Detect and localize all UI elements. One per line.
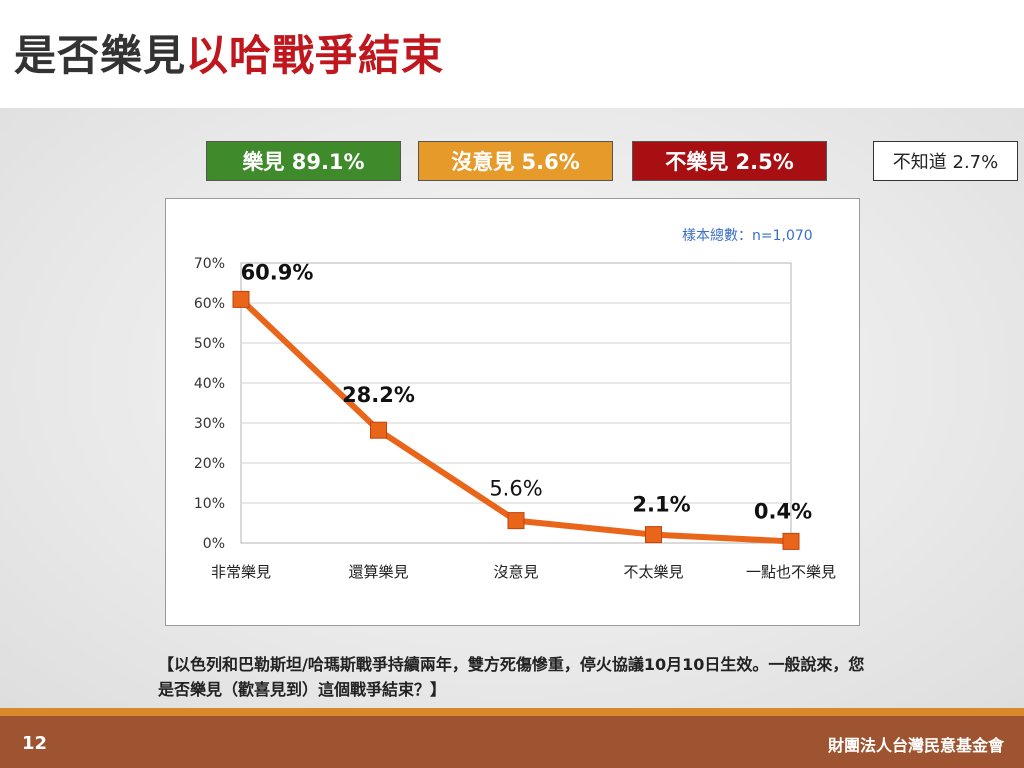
plot-area [240,262,792,544]
summary-favor: 樂見 89.1% [206,141,401,181]
data-label: 0.4% [754,499,812,523]
x-tick-label: 還算樂見 [348,563,408,581]
page-number: 12 [22,733,48,754]
data-label: 5.6% [489,477,542,501]
data-point [232,290,250,308]
y-tick-label: 0% [203,536,225,552]
chart-frame [165,198,860,626]
data-point [782,532,800,550]
footer-bar [0,716,1024,768]
y-tick-label: 70% [194,256,225,272]
data-label: 60.9% [241,260,314,284]
title-main: 是否樂見 [14,31,187,80]
y-tick-label: 10% [194,496,225,512]
data-point [507,512,525,530]
data-point [645,526,662,544]
survey-question: 【以色列和巴勒斯坦/哈瑪斯戰爭持續兩年，雙方死傷慘重，停火協議10月10日生效。… [158,655,865,699]
footer-stripe [0,708,1024,716]
y-tick-label: 30% [194,416,225,432]
organization-name: 財團法人台灣民意基金會 [827,736,1004,755]
x-tick-label: 非常樂見 [211,563,271,581]
y-tick-label: 60% [194,296,225,312]
y-tick-label: 40% [194,376,225,392]
sample-size-note: 樣本總數：n=1,070 [682,228,813,244]
summary-dont-know: 不知道 2.7% [873,141,1018,181]
summary-no-opinion: 沒意見 5.6% [418,141,613,181]
x-tick-label: 不太樂見 [623,563,683,581]
x-tick-label: 沒意見 [493,563,538,581]
title-accent: 以哈戰爭結束 [186,31,445,80]
data-point [370,421,387,439]
series-line [238,297,792,545]
y-tick-label: 20% [194,456,225,472]
y-tick-label: 50% [194,336,225,352]
title-bar: 是否樂見以哈戰爭結束 [0,0,1024,108]
page-title: 是否樂見以哈戰爭結束 [14,22,444,83]
data-label: 28.2% [342,383,415,407]
x-tick-label: 一點也不樂見 [746,563,836,581]
data-label: 2.1% [632,493,690,517]
summary-against: 不樂見 2.5% [632,141,827,181]
